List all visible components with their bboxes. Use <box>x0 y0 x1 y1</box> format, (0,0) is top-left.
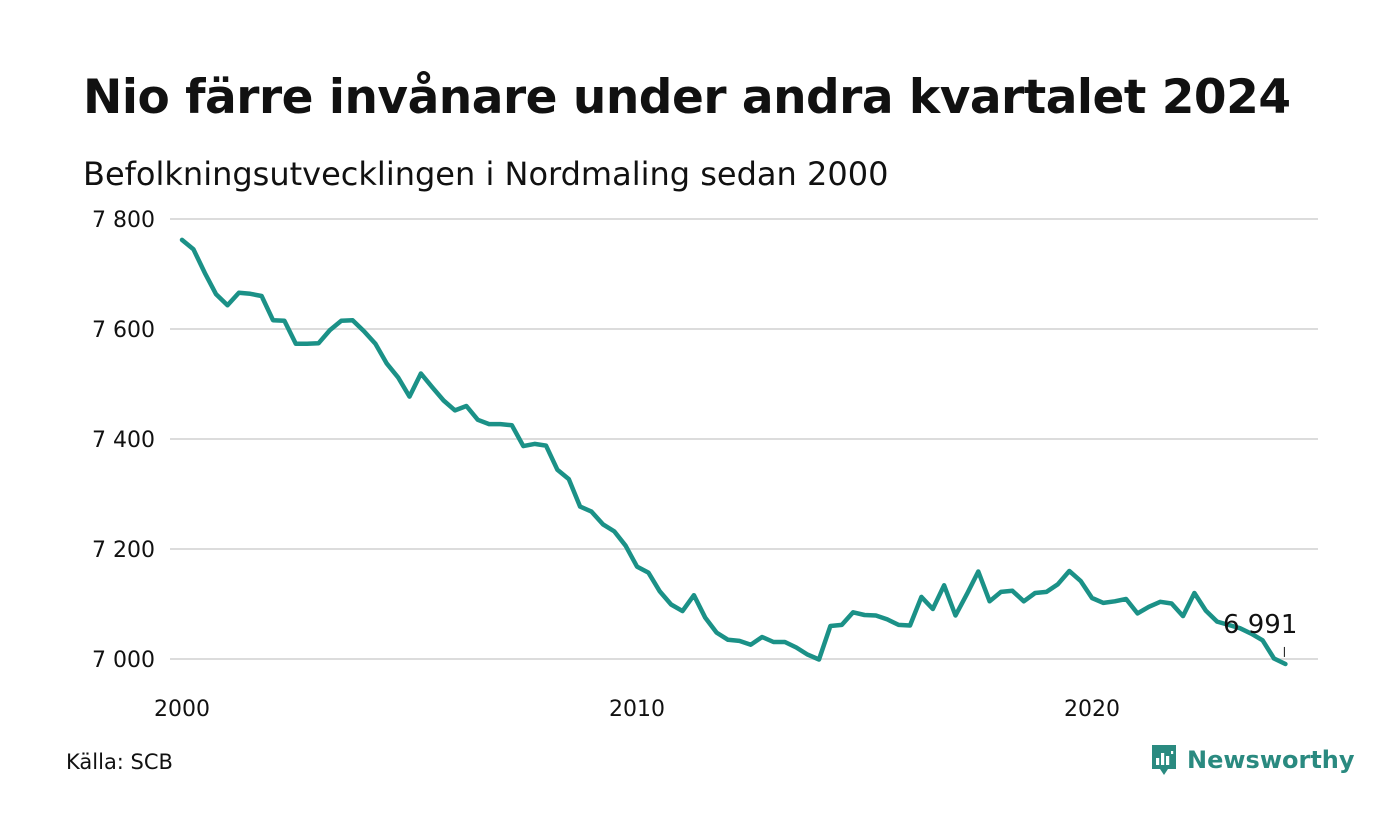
series-line <box>179 237 1288 667</box>
y-tick-label: 7 000 <box>92 648 155 673</box>
y-tick-label: 7 400 <box>92 428 155 453</box>
x-tick-label: 2010 <box>609 697 665 722</box>
source-note: Källa: SCB <box>66 750 173 774</box>
x-tick-label: 2000 <box>154 697 210 722</box>
brand-logo: Newsworthy <box>1150 743 1355 777</box>
chart-title: Nio färre invånare under andra kvartalet… <box>83 70 1291 125</box>
last-value-label: 6 991 <box>1223 610 1297 640</box>
x-tick-label: 2020 <box>1064 697 1120 722</box>
y-tick-label: 7 200 <box>92 538 155 563</box>
y-tick-label: 7 800 <box>92 208 155 233</box>
brand-name: Newsworthy <box>1187 746 1355 774</box>
newsworthy-logo-icon <box>1152 745 1176 775</box>
line-chart: 7 000 7 200 7 400 7 600 7 800 2000 2010 2020 6 9… <box>92 208 1318 722</box>
chart-subtitle: Befolkningsutvecklingen i Nordmaling sed… <box>83 155 889 193</box>
y-tick-label: 7 600 <box>92 318 155 343</box>
